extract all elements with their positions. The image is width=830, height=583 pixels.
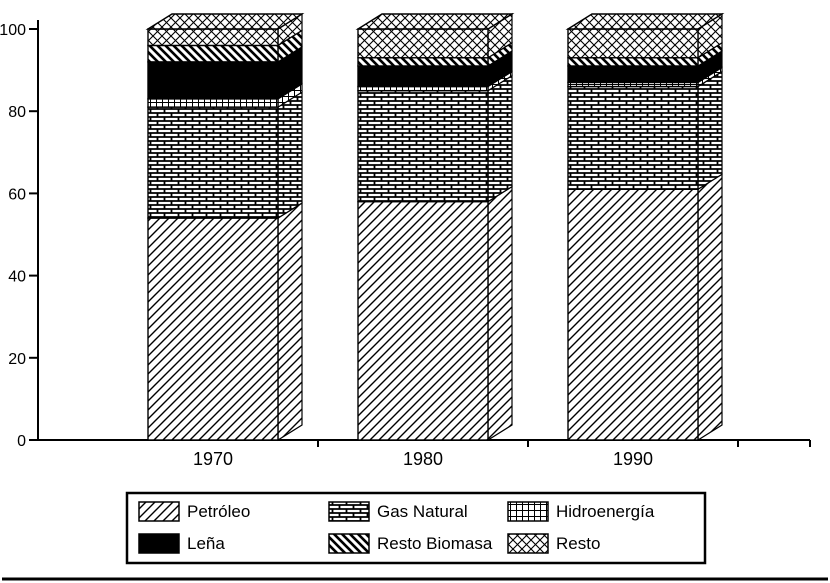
bar-segment [567,28,699,59]
bar-segment [357,28,489,59]
legend-item: Hidroenergía [507,501,655,522]
legend-swatch [507,533,549,554]
bar-segment [567,188,699,441]
bar-segment-side [487,185,513,442]
legend-label: Leña [187,534,225,553]
bar-top-face [565,13,725,30]
bar-segment [147,106,279,219]
bar-segment-side [277,201,303,442]
legend-box [125,491,707,565]
legend-item: Resto [507,533,600,554]
legend-swatch [328,501,370,522]
bar-segment-side [277,91,303,220]
bar-segment [357,57,489,67]
bar-segment-side [697,173,723,442]
y-tick-label: 0 [17,433,26,450]
bar-segment [357,89,489,203]
x-category-label: 1980 [403,449,443,469]
legend-label: Resto Biomasa [377,534,493,553]
legend-label: Resto [556,534,600,553]
bar-segment [357,65,489,88]
legend-item: Petróleo [138,501,250,522]
legend-label: Gas Natural [377,502,468,521]
bar-1970 [145,12,305,442]
y-tick-label: 20 [8,351,26,368]
bar-top-face [355,13,515,30]
bar-top-face [145,13,305,30]
bar-segment [567,57,699,67]
y-tick-label: 60 [8,186,26,203]
bar-segment-side [697,70,723,191]
y-tick-label: 80 [8,104,26,121]
bar-segment [567,65,699,84]
x-category-label: 1990 [613,449,653,469]
bar-segment [147,98,279,108]
legend-swatch [138,533,180,554]
legend-swatch [328,533,370,554]
legend-item: Gas Natural [328,501,468,522]
bar-segment [357,200,489,441]
legend-label: Hidroenergía [556,502,655,521]
bar-segment [567,85,699,190]
bar-1980 [355,12,515,442]
legend-swatch [507,501,549,522]
bar-segment [147,44,279,63]
bar-1990 [565,12,725,442]
bar-segment [147,61,279,100]
bar-segment [147,217,279,441]
bar-segment [147,28,279,47]
legend-item: Resto Biomasa [328,533,493,554]
bar-segment-side [487,74,513,203]
legend-swatch [138,501,180,522]
y-tick-label: 100 [0,22,26,39]
x-category-label: 1970 [193,449,233,469]
y-tick-label: 40 [8,269,26,286]
legend-item: Leña [138,533,225,554]
legend-label: Petróleo [187,502,250,521]
legend: Petróleo Gas Natural Hidroenergía Leña Resto… [125,491,707,565]
